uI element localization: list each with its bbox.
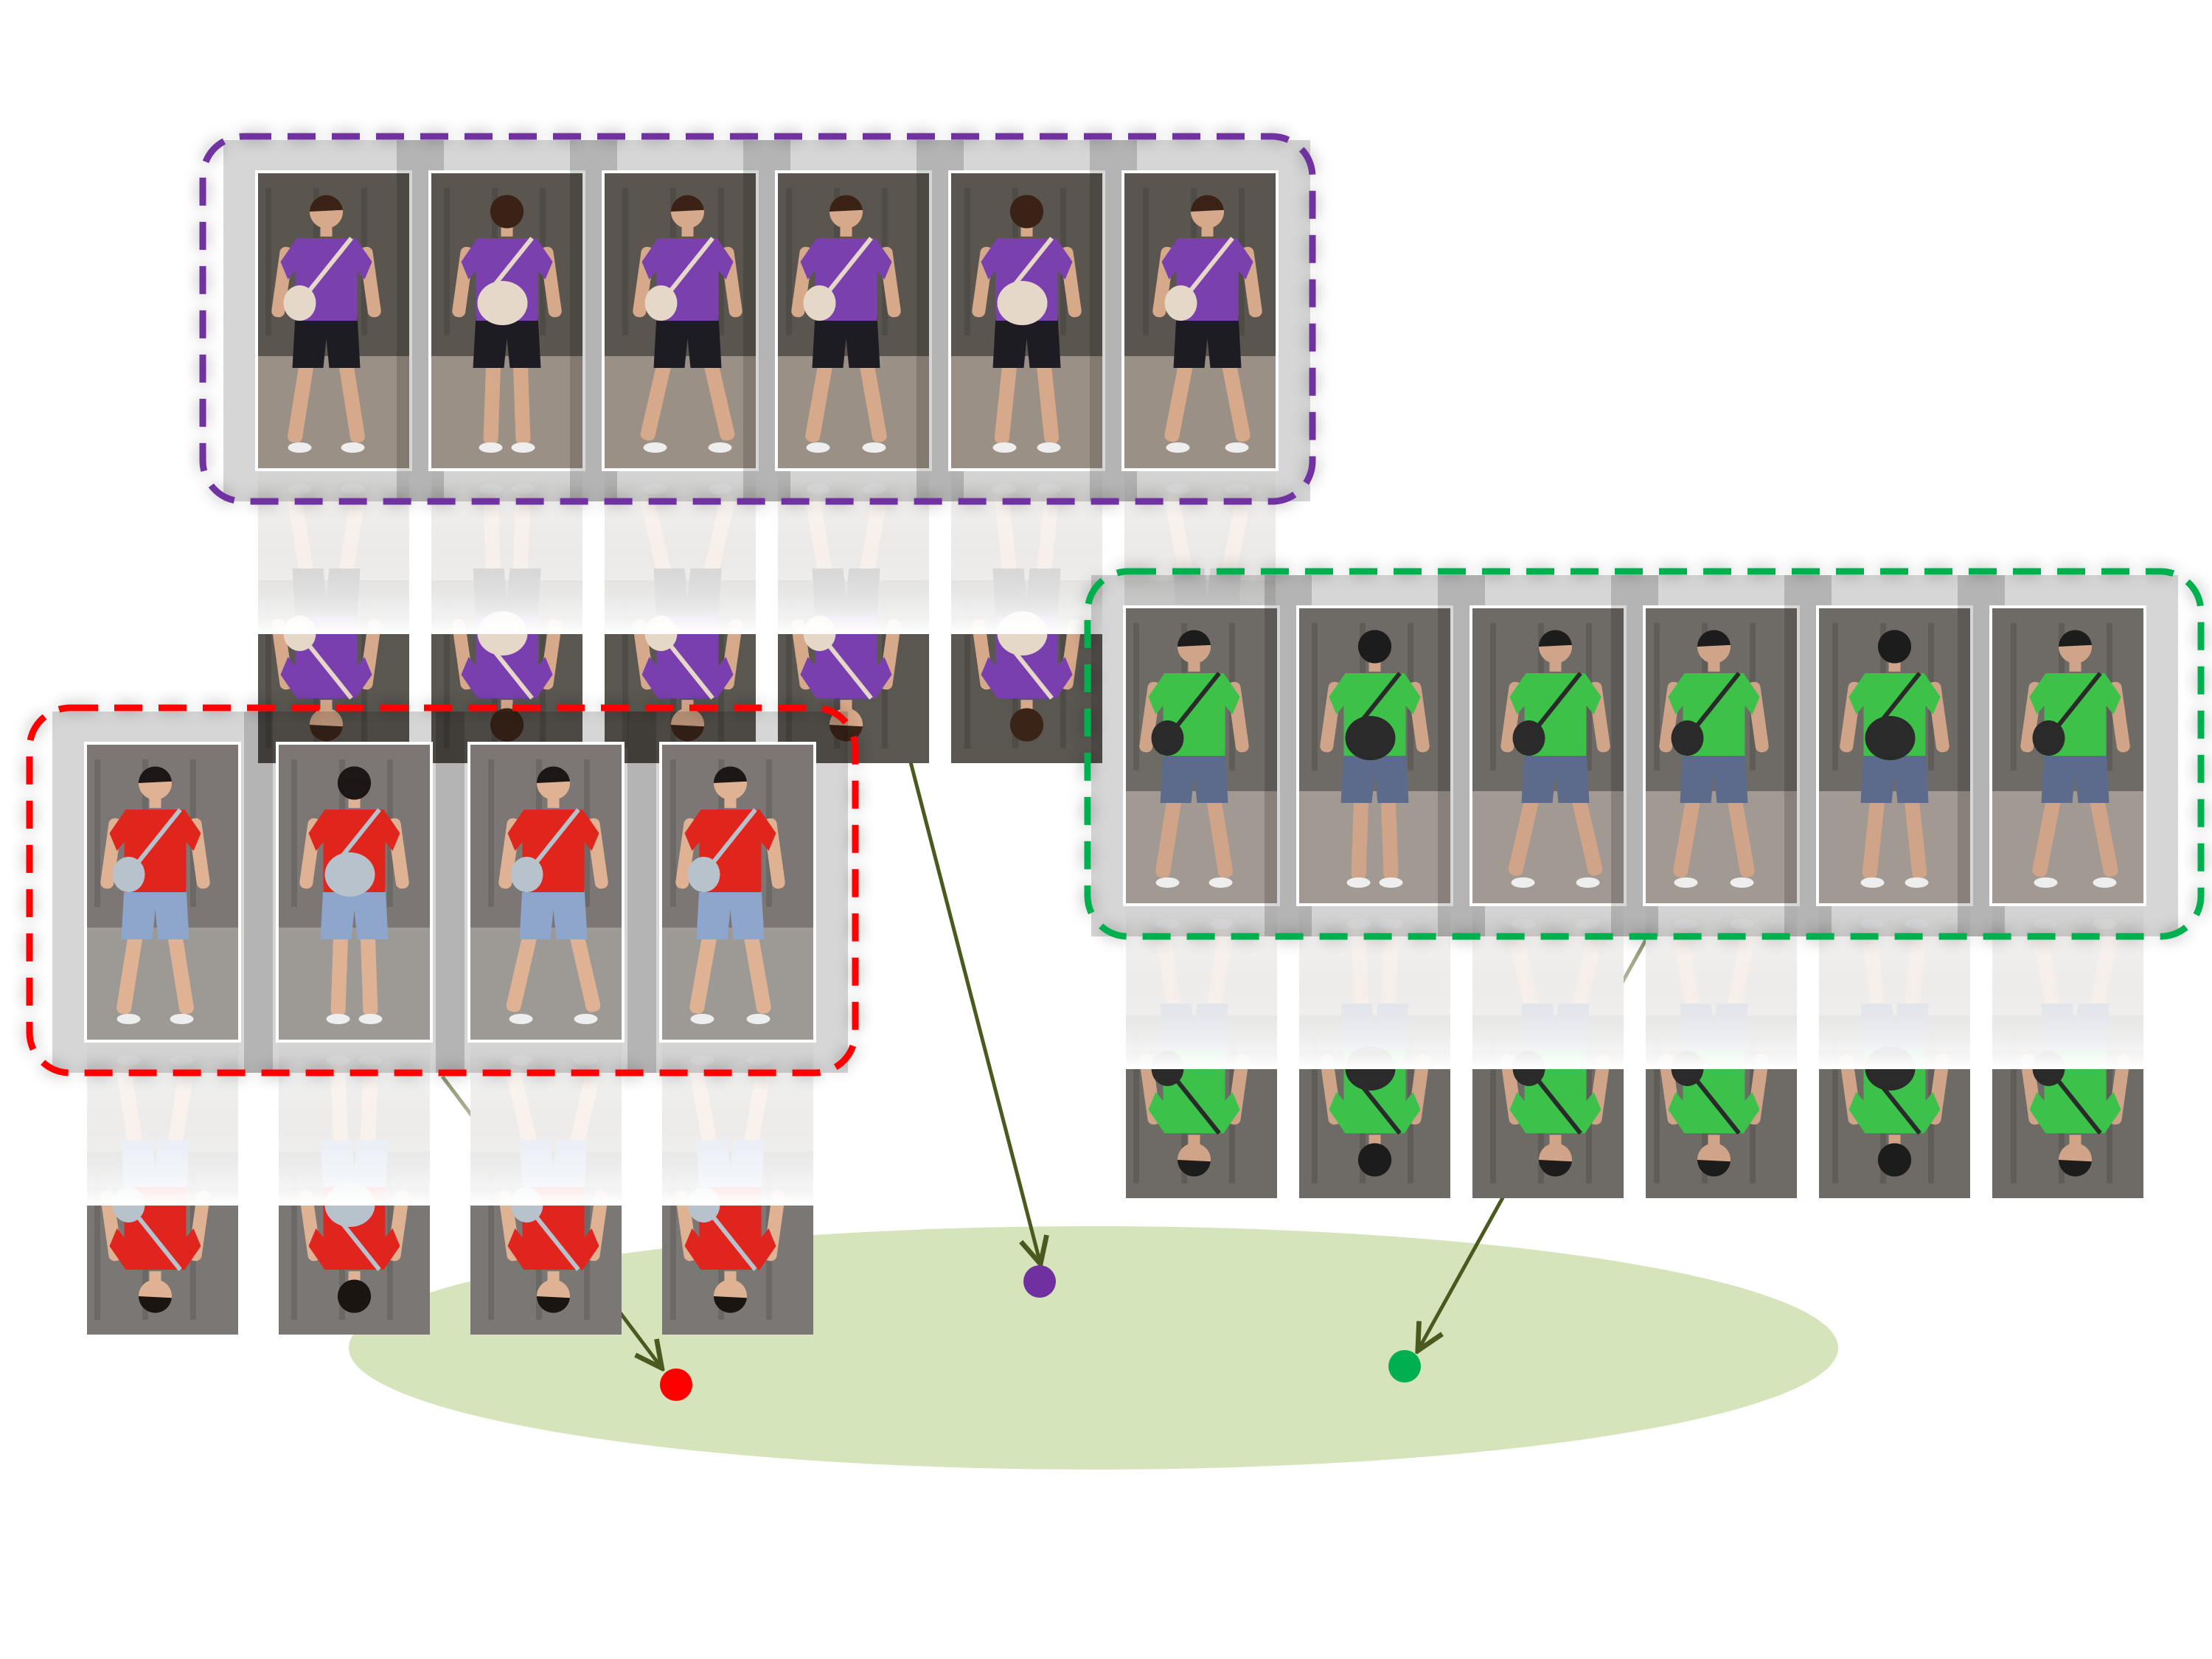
identity-groups xyxy=(26,133,2205,1335)
red-person-thumbnail xyxy=(467,742,625,1043)
purple-person-thumbnail xyxy=(428,170,585,471)
purple-person-thumbnail xyxy=(948,170,1105,471)
purple-group-border xyxy=(199,133,1316,505)
green-person-thumbnail xyxy=(1989,605,2146,906)
green-person-thumbnail xyxy=(1123,605,1280,906)
red-person-thumbnail xyxy=(659,742,816,1043)
red-embedding-point xyxy=(660,1368,692,1401)
green-person-thumbnail xyxy=(1296,605,1453,906)
green-person-thumbnail xyxy=(1470,605,1627,906)
purple-person-thumbnail xyxy=(602,170,759,471)
red-identity-group xyxy=(26,704,859,1335)
red-reflection-fade xyxy=(83,1043,817,1206)
red-person-thumbnail xyxy=(84,742,241,1043)
green-group-border xyxy=(1084,568,2205,940)
green-person-thumbnail xyxy=(1643,605,1800,906)
green-identity-group xyxy=(1084,568,2205,1198)
purple-person-thumbnail xyxy=(775,170,932,471)
purple-embedding-point xyxy=(1023,1265,1056,1298)
purple-person-thumbnail xyxy=(1121,170,1279,471)
embedding-points xyxy=(660,1265,1421,1401)
red-person-thumbnail xyxy=(276,742,433,1043)
purple-person-thumbnail xyxy=(255,170,412,471)
green-reflection-fade xyxy=(1122,907,2147,1069)
green-embedding-point xyxy=(1388,1350,1421,1382)
green-person-thumbnail xyxy=(1816,605,1973,906)
red-group-border xyxy=(26,704,859,1077)
